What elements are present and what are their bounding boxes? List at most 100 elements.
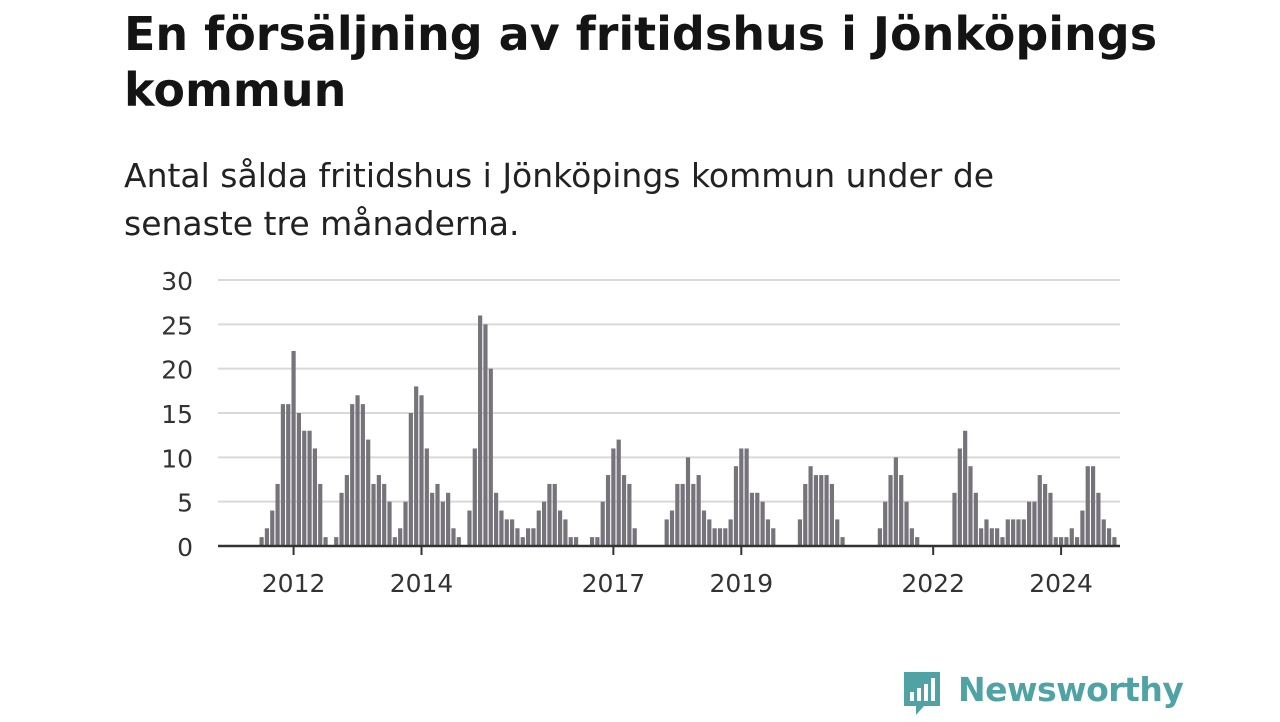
bar [499,510,504,546]
bar [691,483,696,546]
bar [1085,466,1090,546]
bar [632,528,637,546]
bar [344,475,349,546]
bar [568,537,573,546]
bar [440,501,445,546]
bar [979,528,984,546]
x-tick-label: 2017 [582,569,646,598]
bar [1021,519,1026,546]
bar [771,528,776,546]
newsworthy-logo-icon [904,672,940,715]
bar [307,430,312,546]
bar [552,483,557,546]
x-tick-label: 2012 [262,569,326,598]
bar [360,404,365,546]
y-tick-label: 0 [177,533,193,562]
bar [296,413,302,546]
bar [323,537,328,546]
bar [1069,528,1074,546]
bar [510,519,515,546]
bar [1112,537,1117,546]
bar [1000,537,1005,546]
bar [765,519,771,546]
bar [472,448,477,546]
bar [824,475,829,546]
bar [840,537,845,546]
y-tick-label: 10 [161,444,193,473]
bar [494,492,499,546]
bar [595,537,600,546]
bar [995,528,1000,546]
bar [669,510,675,546]
bar [915,537,920,546]
bar [291,350,296,546]
bar [557,510,563,546]
bar [302,430,307,546]
bar [675,483,680,546]
bar [621,475,627,546]
bar [334,537,339,546]
bar [1032,501,1037,546]
bar [547,483,552,546]
bar [728,519,733,546]
y-tick-label: 5 [177,489,193,518]
bar [696,475,701,546]
bar [1048,492,1053,546]
annotations: 1 [1115,0,1131,6]
bar [382,483,387,546]
newsworthy-logo-text: Newsworthy [958,670,1184,709]
bar [739,448,744,546]
bar [627,483,632,546]
bar [1059,537,1064,546]
bar [749,492,755,546]
bar [573,537,579,546]
bar [280,404,286,546]
newsworthy-logo: Newsworthy [900,668,1184,720]
data-label: 1 [1115,0,1131,6]
bar [259,537,264,546]
bar [611,448,616,546]
bar [563,519,568,546]
bar [478,315,483,546]
bar [835,519,840,546]
bar [733,466,739,546]
bar [616,439,621,546]
bar [355,395,360,546]
bar [600,501,605,546]
bar [1053,537,1058,546]
bar [515,528,520,546]
bar [1037,475,1042,546]
bar [893,457,898,546]
bar [813,475,819,546]
bar [712,528,717,546]
x-tick-label: 2014 [390,569,454,598]
bar [264,528,270,546]
bar [1080,510,1085,546]
bar [414,386,419,546]
bars [259,315,1117,546]
bar [952,492,957,546]
bar [430,492,435,546]
bar [829,483,835,546]
bar [701,510,707,546]
bar [387,501,392,546]
bar [1106,528,1112,546]
bar [408,413,413,546]
bar [1043,483,1048,546]
bar [1064,537,1069,546]
bar [744,448,749,546]
y-axis-ticks: 0 5 10 15 20 25 30 [161,267,193,562]
bar [1096,492,1101,546]
bar [526,528,531,546]
bar [270,510,275,546]
bar [541,501,547,546]
bar [1074,537,1080,546]
chart-title: En försäljning av fritidshus i Jönköping… [124,7,1158,117]
bar [957,448,962,546]
bar [605,475,611,546]
x-tick-label: 2024 [1029,569,1093,598]
bar [963,430,968,546]
bar [589,537,595,546]
bar [312,448,317,546]
bar [286,404,291,546]
